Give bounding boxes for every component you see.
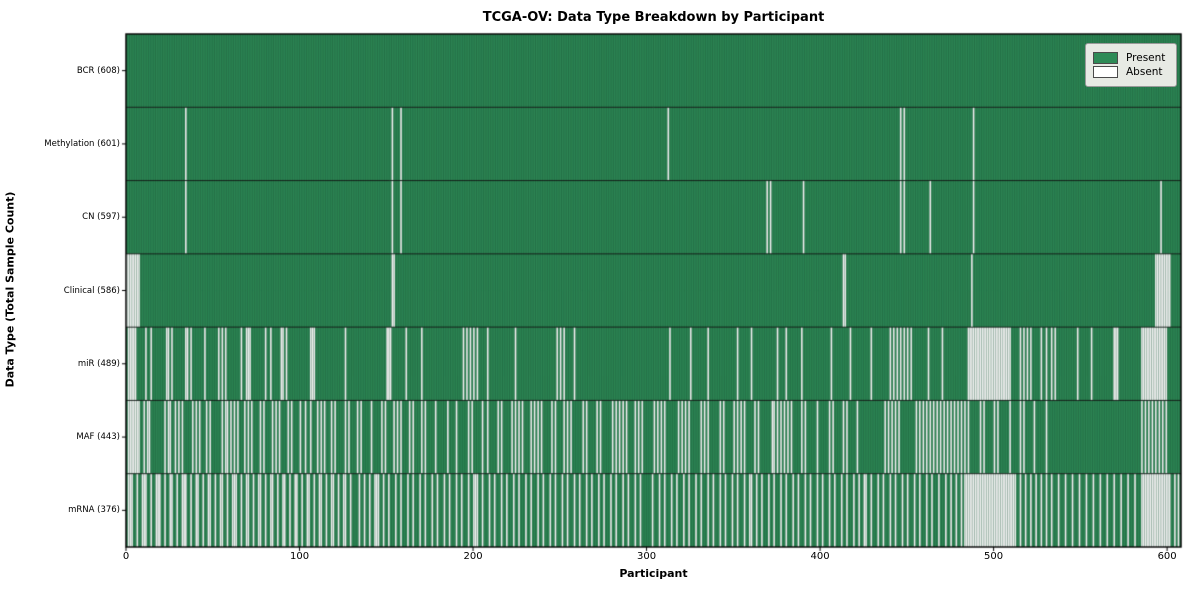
y-tick-label: Methylation (601) — [0, 138, 120, 150]
x-axis-label: Participant — [126, 567, 1181, 580]
x-tick-label: 100 — [278, 551, 322, 562]
y-tick-label: CN (597) — [0, 211, 120, 223]
x-tick-label: 0 — [104, 551, 148, 562]
y-tick-label: mRNA (376) — [0, 504, 120, 516]
x-tick-label: 300 — [625, 551, 669, 562]
figure: TCGA-OV: Data Type Breakdown by Particip… — [0, 0, 1200, 600]
y-tick-label: miR (489) — [0, 358, 120, 370]
legend-item-absent: Absent — [1093, 66, 1168, 78]
legend-label-present: Present — [1126, 52, 1165, 64]
y-tick-label: BCR (608) — [0, 65, 120, 77]
x-tick-label: 400 — [798, 551, 842, 562]
y-tick-label: Clinical (586) — [0, 285, 120, 297]
heatmap-canvas — [0, 0, 1200, 600]
legend-label-absent: Absent — [1126, 66, 1163, 78]
x-tick-label: 200 — [451, 551, 495, 562]
y-tick-label: MAF (443) — [0, 431, 120, 443]
legend: Present Absent — [1085, 43, 1177, 87]
legend-item-present: Present — [1093, 52, 1168, 64]
present-swatch-icon — [1093, 52, 1118, 64]
x-tick-label: 500 — [972, 551, 1016, 562]
x-tick-label: 600 — [1145, 551, 1189, 562]
chart-title: TCGA-OV: Data Type Breakdown by Particip… — [126, 10, 1181, 25]
absent-swatch-icon — [1093, 66, 1118, 78]
